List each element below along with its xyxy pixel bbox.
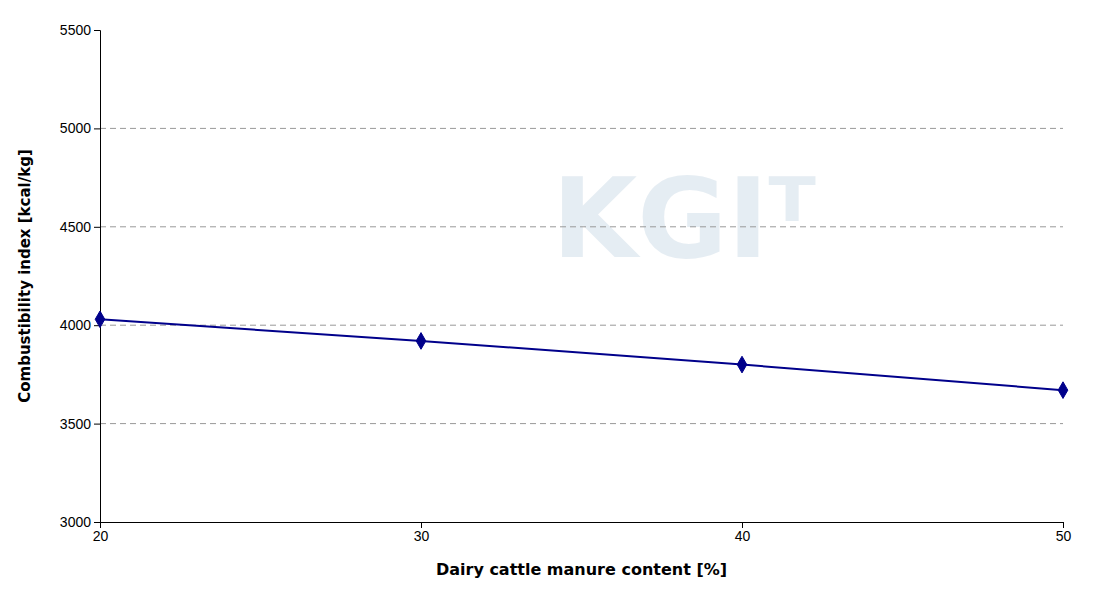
tick: 50 xyxy=(1056,522,1072,544)
marker xyxy=(1058,382,1068,399)
grid xyxy=(100,128,1063,423)
tick: 30 xyxy=(414,522,430,544)
tick-label: 4500 xyxy=(60,219,91,235)
marker xyxy=(95,311,105,328)
y-axis-title: Combustibility index [kcal/kg] xyxy=(16,149,34,403)
tick-label: 5500 xyxy=(60,22,91,38)
y-axis: 3000 3500 4000 4500 5000 5500 xyxy=(60,22,101,530)
x-axis-title: Dairy cattle manure content [%] xyxy=(436,560,727,579)
tick-mark xyxy=(94,30,100,31)
tick: 3000 xyxy=(60,514,100,530)
tick-mark xyxy=(94,128,100,129)
tick: 4000 xyxy=(60,317,100,333)
plot: 20 30 40 50 3000 3500 4000 4500 5000 5500 xyxy=(60,22,1072,544)
tick-label: 5000 xyxy=(60,120,91,136)
x-axis: 20 30 40 50 xyxy=(93,522,1072,544)
tick-label: 3500 xyxy=(60,416,91,432)
tick-label: 3000 xyxy=(60,514,91,530)
tick-label: 40 xyxy=(735,528,751,544)
chart: KGIᵀ 20 30 40 50 3000 3500 4000 4500 5000 5500 Dair… xyxy=(0,0,1103,597)
tick-label: 30 xyxy=(414,528,430,544)
marker xyxy=(737,356,747,373)
marker xyxy=(416,333,426,350)
series xyxy=(95,311,1068,398)
tick: 5000 xyxy=(60,120,100,136)
tick-mark xyxy=(94,424,100,425)
grid-line xyxy=(100,226,1063,227)
tick-label: 20 xyxy=(93,528,109,544)
tick-mark xyxy=(94,522,100,523)
tick: 40 xyxy=(735,522,751,544)
tick-label: 4000 xyxy=(60,317,91,333)
grid-line xyxy=(100,325,1063,326)
tick: 3500 xyxy=(60,416,100,432)
tick-mark xyxy=(94,227,100,228)
tick-label: 50 xyxy=(1056,528,1072,544)
tick: 5500 xyxy=(60,22,100,38)
tick: 4500 xyxy=(60,219,100,235)
tick: 20 xyxy=(93,522,109,544)
axis-line xyxy=(101,523,1064,529)
line xyxy=(100,319,1063,390)
grid-line xyxy=(100,128,1063,129)
axis-line xyxy=(94,31,101,523)
grid-line xyxy=(100,423,1063,424)
watermark: KGIᵀ xyxy=(552,155,816,283)
